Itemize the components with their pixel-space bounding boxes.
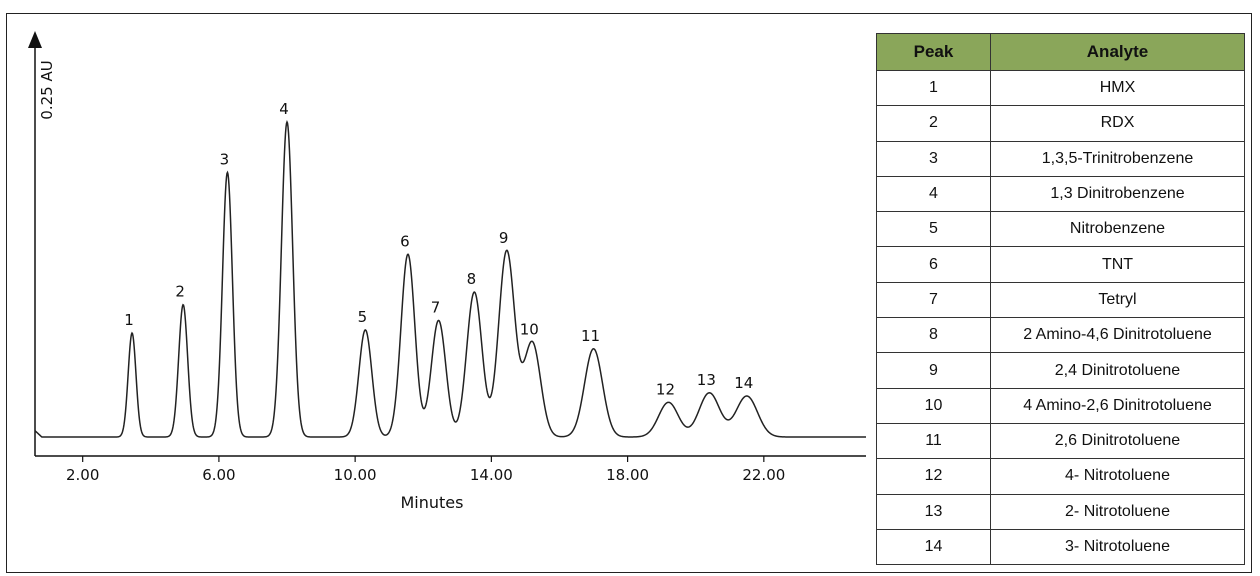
- peak-label: 5: [358, 308, 368, 326]
- legend-analyte-name: 1,3,5-Trinitrobenzene: [990, 140, 1245, 177]
- legend-row: 9 2,4 Dinitrotoluene: [876, 352, 1245, 389]
- legend-analyte-name: Nitrobenzene: [990, 211, 1245, 248]
- x-ticks: 2.00 6.00 10.00 14.00 18.00 22.00: [66, 456, 785, 484]
- legend-analyte-name: 2 Amino-4,6 Dinitrotoluene: [990, 317, 1245, 354]
- peak-label: 1: [124, 311, 134, 329]
- legend-peak-number: 5: [876, 211, 991, 248]
- legend-row: 14 3- Nitrotoluene: [876, 528, 1245, 566]
- legend-body: 1 HMX 2 RDX 3 1,3,5-Trinitrobenzene 4 1,3 Dinit…: [876, 69, 1245, 566]
- legend-row: 7 Tetryl: [876, 281, 1245, 319]
- legend-peak-number: 8: [876, 317, 991, 354]
- figure-frame: [6, 13, 1252, 573]
- legend-peak-number: 13: [876, 493, 991, 530]
- legend-analyte-name: 1,3 Dinitrobenzene: [990, 175, 1245, 213]
- peak-label: 4: [279, 100, 289, 118]
- legend-row: 3 1,3,5-Trinitrobenzene: [876, 140, 1245, 177]
- peak-label: 11: [581, 327, 600, 345]
- legend-peak-number: 7: [876, 281, 991, 319]
- legend-analyte-name: HMX: [990, 69, 1245, 107]
- legend-row: 6 TNT: [876, 246, 1245, 283]
- legend-row: 13 2- Nitrotoluene: [876, 493, 1245, 530]
- legend-row: 1 HMX: [876, 69, 1245, 107]
- legend-peak-number: 11: [876, 422, 991, 460]
- peak-legend-table: Peak Analyte 1 HMX 2 RDX 3 1,3,5-Trinitrobenz…: [876, 33, 1245, 566]
- y-axis-label: 0.25 AU: [38, 60, 56, 119]
- legend-peak-number: 12: [876, 458, 991, 495]
- x-axis: 2.00 6.00 10.00 14.00 18.00 22.00 Minutes: [35, 455, 866, 512]
- legend-analyte-name: 2- Nitrotoluene: [990, 493, 1245, 530]
- y-axis: 0.25 AU: [28, 31, 56, 456]
- legend-peak-number: 4: [876, 175, 991, 213]
- legend-row: 12 4- Nitrotoluene: [876, 458, 1245, 495]
- peak-label: 6: [400, 232, 410, 250]
- legend-header-analyte: Analyte: [990, 33, 1245, 71]
- legend-analyte-name: RDX: [990, 105, 1245, 142]
- legend-header-peak: Peak: [876, 33, 991, 71]
- peak-label: 2: [175, 283, 185, 301]
- x-axis-label: Minutes: [401, 493, 464, 512]
- peak-label: 3: [220, 150, 230, 168]
- peak-label: 10: [520, 321, 539, 339]
- x-tick-label: 22.00: [742, 466, 785, 484]
- legend-peak-number: 1: [876, 69, 991, 107]
- legend-row: 2 RDX: [876, 105, 1245, 142]
- legend-peak-number: 10: [876, 387, 991, 424]
- peak-label: 9: [499, 229, 509, 247]
- legend-peak-number: 3: [876, 140, 991, 177]
- legend-row: 4 1,3 Dinitrobenzene: [876, 175, 1245, 213]
- x-tick-label: 2.00: [66, 466, 99, 484]
- legend-analyte-name: 2,6 Dinitrotoluene: [990, 422, 1245, 460]
- legend-row: 5 Nitrobenzene: [876, 211, 1245, 248]
- legend-analyte-name: 2,4 Dinitrotoluene: [990, 352, 1245, 389]
- x-tick-label: 18.00: [606, 466, 649, 484]
- legend-peak-number: 9: [876, 352, 991, 389]
- legend-row: 10 4 Amino-2,6 Dinitrotoluene: [876, 387, 1245, 424]
- legend-analyte-name: 4- Nitrotoluene: [990, 458, 1245, 495]
- legend-row: 11 2,6 Dinitrotoluene: [876, 422, 1245, 460]
- legend-header-row: Peak Analyte: [876, 33, 1245, 71]
- legend-peak-number: 14: [876, 528, 991, 566]
- x-tick-label: 6.00: [202, 466, 235, 484]
- peak-label: 8: [467, 270, 477, 288]
- legend-analyte-name: 3- Nitrotoluene: [990, 528, 1245, 566]
- legend-analyte-name: 4 Amino-2,6 Dinitrotoluene: [990, 387, 1245, 424]
- legend-analyte-name: TNT: [990, 246, 1245, 283]
- legend-peak-number: 6: [876, 246, 991, 283]
- peak-label: 12: [656, 380, 675, 398]
- peak-label: 13: [697, 371, 716, 389]
- chromatogram-trace: [34, 119, 866, 438]
- x-tick-label: 10.00: [334, 466, 377, 484]
- y-axis-arrow-icon: [28, 31, 42, 48]
- legend-analyte-name: Tetryl: [990, 281, 1245, 319]
- x-tick-label: 14.00: [470, 466, 513, 484]
- peak-label: 7: [431, 298, 441, 316]
- legend-peak-number: 2: [876, 105, 991, 142]
- peak-label: 14: [734, 374, 753, 392]
